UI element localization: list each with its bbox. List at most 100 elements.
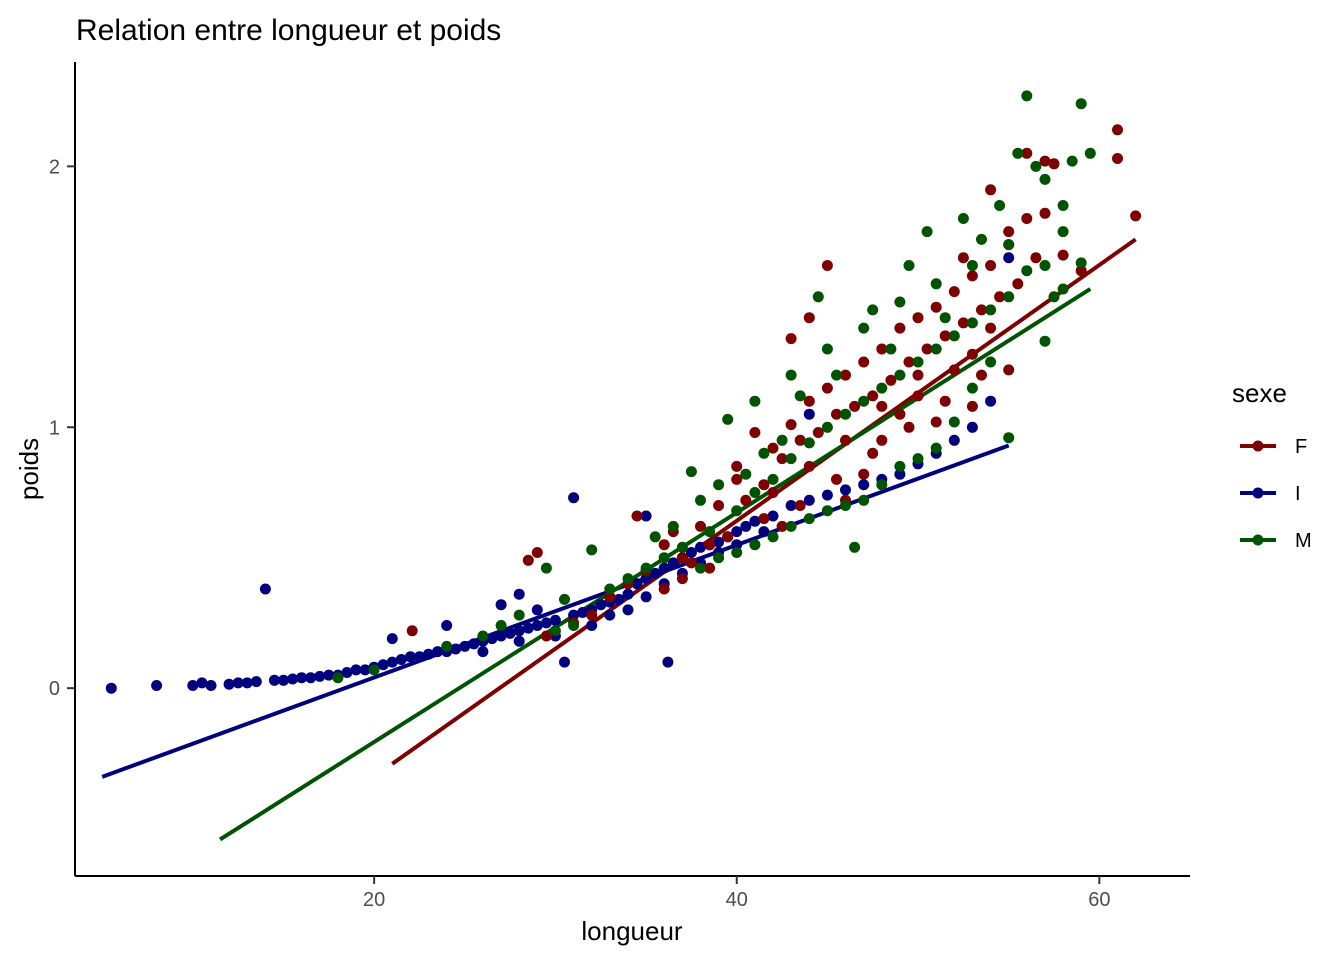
point-M-17 [695, 494, 706, 506]
point-M-9 [604, 583, 616, 595]
point-F-66 [731, 460, 743, 472]
point-I-70 [749, 515, 761, 527]
point-I-15 [314, 670, 326, 682]
point-M-79 [749, 539, 761, 551]
point-F-18 [812, 427, 824, 438]
point-F-64 [1021, 147, 1033, 159]
point-I-2 [187, 680, 199, 691]
point-F-40 [1012, 278, 1024, 290]
point-I-10 [268, 674, 280, 686]
point-M-20 [722, 413, 734, 425]
point-I-69 [740, 520, 752, 532]
point-M-24 [758, 447, 770, 459]
point-F-4 [658, 539, 670, 551]
point-I-48 [568, 609, 580, 621]
point-F-33 [948, 286, 960, 298]
point-M-29 [803, 437, 815, 449]
point-M-45 [948, 330, 960, 342]
point-I-57 [640, 510, 652, 522]
point-I-22 [377, 659, 389, 671]
legend-dot-I [1252, 487, 1264, 499]
y-ticks: 0 1 2 [49, 156, 75, 700]
y-tick-label-2: 2 [49, 156, 60, 178]
point-M-18 [704, 526, 716, 538]
point-I-80 [894, 468, 906, 480]
point-M-77 [785, 520, 797, 532]
legend: sexe F I M [1232, 378, 1312, 552]
point-I-29 [432, 646, 444, 658]
point-M-67 [966, 382, 978, 394]
point-I-58 [649, 567, 661, 579]
point-M-75 [821, 505, 833, 517]
point-F-69 [840, 434, 851, 446]
point-M-25 [767, 473, 779, 485]
point-F-91 [658, 583, 670, 595]
point-I-60 [662, 656, 674, 668]
x-axis-title: longueur [581, 916, 683, 946]
point-M-28 [794, 390, 806, 402]
point-M-61 [1084, 147, 1096, 159]
point-M-36 [867, 304, 879, 316]
point-F-83 [939, 395, 951, 407]
point-I-20 [359, 664, 371, 676]
point-M-64 [1039, 335, 1051, 347]
point-I-77 [840, 484, 851, 496]
point-M-68 [948, 416, 960, 428]
point-I-72 [767, 510, 779, 522]
point-M-57 [1048, 291, 1060, 303]
point-I-71 [758, 526, 770, 538]
point-F-26 [885, 374, 897, 386]
point-I-84 [966, 421, 978, 433]
point-M-22 [740, 468, 752, 480]
point-M-92 [1057, 283, 1069, 295]
point-F-3 [631, 510, 643, 522]
point-I-39 [504, 627, 516, 639]
point-F-25 [876, 343, 888, 355]
point-I-4 [205, 680, 217, 691]
point-I-32 [450, 643, 462, 655]
point-M-4 [495, 620, 507, 631]
point-F-57 [912, 390, 924, 402]
point-M-5 [513, 609, 525, 621]
x-tick-label-1: 40 [726, 889, 748, 911]
point-I-0 [105, 682, 117, 694]
point-F-16 [794, 434, 806, 446]
point-I-46 [559, 656, 570, 668]
point-I-75 [803, 494, 815, 506]
point-M-48 [976, 233, 987, 245]
point-I-41 [513, 588, 525, 600]
point-F-70 [876, 400, 888, 412]
point-I-11 [278, 674, 289, 686]
point-I-9 [259, 583, 271, 595]
point-M-70 [912, 453, 924, 465]
point-M-11 [640, 562, 652, 574]
point-F-9 [731, 473, 743, 485]
point-F-44 [1048, 158, 1060, 170]
point-M-46 [957, 213, 969, 224]
point-M-2 [441, 640, 453, 652]
point-F-76 [685, 557, 697, 569]
point-I-66 [713, 536, 725, 548]
point-I-33 [459, 640, 471, 652]
point-M-50 [994, 200, 1006, 211]
point-F-87 [586, 609, 598, 621]
point-M-35 [858, 395, 870, 407]
point-I-54 [622, 588, 634, 600]
point-M-82 [695, 562, 706, 574]
point-I-45 [549, 614, 561, 626]
point-M-66 [985, 356, 997, 368]
point-M-6 [540, 562, 552, 574]
chart-title: Relation entre longueur et poids [76, 14, 501, 47]
point-I-19 [350, 664, 362, 676]
point-M-63 [1057, 226, 1069, 238]
point-I-24 [386, 656, 398, 668]
point-I-44 [540, 617, 552, 629]
point-M-8 [586, 544, 598, 556]
point-M-13 [658, 552, 670, 564]
x-ticks: 20 40 60 [363, 876, 1110, 911]
point-M-58 [1057, 200, 1069, 211]
point-M-42 [921, 226, 933, 238]
legend-dot-F [1252, 440, 1264, 452]
point-M-72 [876, 479, 888, 491]
